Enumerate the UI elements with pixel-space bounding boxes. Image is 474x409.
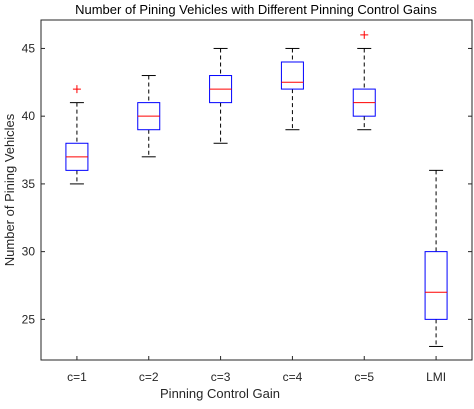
x-tick-label: LMI: [426, 370, 446, 384]
x-tick-label: c=2: [139, 370, 159, 384]
y-tick-label: 45: [22, 41, 36, 55]
y-tick-label: 25: [22, 312, 36, 326]
outlier: [360, 30, 369, 39]
x-tick-label: c=1: [67, 370, 87, 384]
y-tick-label: 30: [22, 245, 36, 259]
chart-title: Number of Pining Vehicles with Different…: [75, 2, 437, 17]
x-tick-label: c=5: [354, 370, 374, 384]
x-tick-label: c=3: [211, 370, 231, 384]
y-tick-label: 40: [22, 109, 36, 123]
x-tick-label: c=4: [283, 370, 303, 384]
y-tick-label: 35: [22, 177, 36, 191]
x-axis-label: Pinning Control Gain: [160, 386, 280, 401]
box: [280, 61, 304, 90]
box: [424, 251, 448, 320]
y-axis-label: Number of Pining Vehicles: [2, 113, 17, 266]
plot-frame: [40, 19, 473, 361]
outlier: [72, 85, 81, 94]
